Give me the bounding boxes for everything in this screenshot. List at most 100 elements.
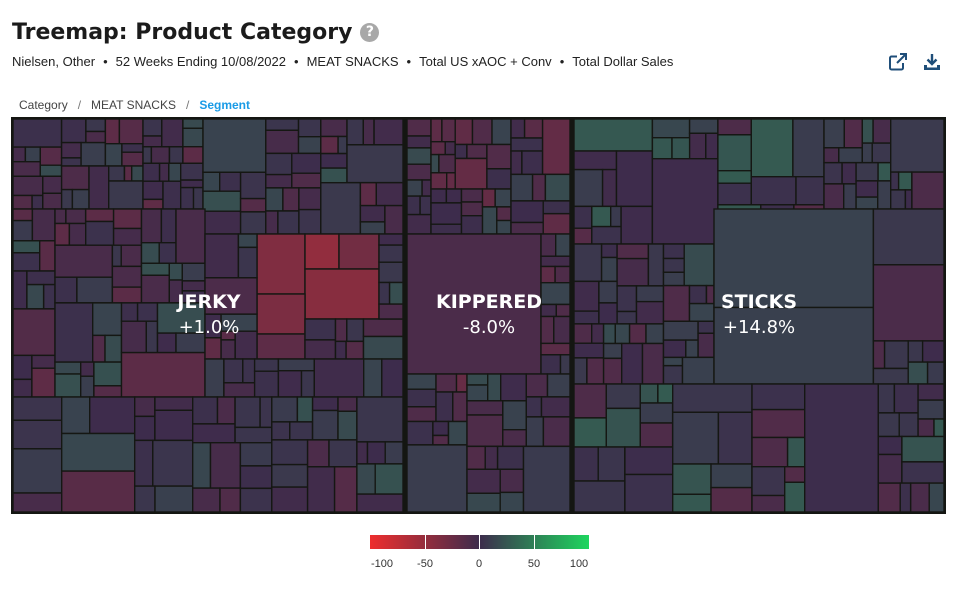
sticks-tile[interactable] [600, 256, 618, 283]
sticks-tile[interactable] [921, 340, 945, 363]
jerky-tile[interactable] [256, 233, 306, 295]
sticks-tile[interactable] [573, 417, 607, 448]
jerky-tile[interactable] [118, 118, 144, 145]
kippered-tile[interactable] [430, 118, 443, 143]
jerky-tile[interactable] [378, 233, 404, 246]
kippered-tile[interactable] [466, 468, 501, 494]
sticks-tile[interactable] [621, 342, 644, 385]
jerky-tile[interactable] [378, 303, 404, 320]
jerky-tile[interactable] [111, 265, 143, 288]
sticks-tile[interactable] [591, 323, 605, 344]
jerky-tile[interactable] [239, 211, 267, 235]
sticks-tile[interactable] [601, 168, 618, 208]
sticks-tile[interactable] [890, 189, 907, 210]
kippered-tile[interactable] [406, 179, 423, 197]
kippered-tile[interactable] [555, 233, 571, 257]
jerky-tile[interactable] [334, 340, 347, 360]
kippered-tile[interactable] [502, 429, 527, 448]
jerky-tile[interactable] [112, 208, 143, 230]
sticks-tile[interactable] [823, 162, 843, 185]
kippered-tile[interactable] [541, 118, 571, 176]
sticks-tile[interactable] [616, 310, 638, 325]
jerky-tile[interactable] [239, 442, 273, 467]
jerky-tile[interactable] [160, 208, 177, 244]
kippered-tile[interactable] [452, 391, 468, 423]
sticks-tile[interactable] [672, 463, 712, 495]
sticks-tile[interactable] [610, 205, 622, 228]
sticks-tile[interactable] [573, 150, 618, 171]
jerky-tile[interactable] [60, 165, 90, 191]
sticks-tile[interactable] [861, 118, 874, 144]
sticks-tile[interactable] [872, 264, 945, 342]
sticks-tile[interactable] [573, 480, 626, 513]
jerky-tile[interactable] [333, 466, 358, 513]
jerky-tile[interactable] [265, 118, 300, 132]
jerky-tile[interactable] [12, 448, 63, 494]
jerky-tile[interactable] [191, 442, 212, 489]
kippered-tile[interactable] [455, 373, 468, 393]
jerky-tile[interactable] [320, 152, 348, 169]
jerky-tile[interactable] [12, 354, 33, 380]
jerky-tile[interactable] [39, 164, 63, 177]
sticks-tile[interactable] [855, 196, 879, 210]
jerky-tile[interactable] [378, 281, 391, 305]
jerky-tile[interactable] [271, 396, 299, 423]
kippered-tile[interactable] [430, 172, 448, 190]
jerky-tile[interactable] [356, 493, 404, 513]
jerky-tile[interactable] [68, 222, 87, 246]
jerky-tile[interactable] [60, 188, 74, 210]
jerky-tile[interactable] [237, 246, 258, 279]
jerky-tile[interactable] [271, 439, 309, 466]
jerky-tile[interactable] [181, 262, 206, 282]
jerky-tile[interactable] [136, 302, 159, 322]
sticks-tile[interactable] [861, 142, 873, 164]
kippered-tile[interactable] [540, 233, 557, 257]
sticks-tile[interactable] [573, 243, 603, 283]
sticks-tile[interactable] [662, 356, 684, 367]
jerky-tile[interactable] [111, 244, 122, 268]
jerky-tile[interactable] [204, 233, 240, 279]
sticks-tile[interactable] [705, 284, 715, 305]
jerky-tile[interactable] [121, 151, 144, 167]
jerky-tile[interactable] [154, 409, 194, 442]
kippered-tile[interactable] [510, 200, 544, 224]
sticks-tile[interactable] [616, 285, 638, 313]
kippered-tile[interactable] [406, 195, 421, 216]
kippered-tile[interactable] [466, 143, 488, 160]
jerky-tile[interactable] [168, 146, 184, 164]
sticks-tile[interactable] [717, 170, 753, 184]
jerky-tile[interactable] [31, 194, 44, 210]
jerky-tile[interactable] [12, 146, 27, 163]
jerky-tile[interactable] [179, 179, 204, 189]
jerky-tile[interactable] [54, 302, 94, 363]
kippered-tile[interactable] [544, 173, 571, 202]
sticks-tile[interactable] [871, 142, 892, 164]
sticks-tile[interactable] [823, 118, 845, 149]
download-icon[interactable] [922, 52, 942, 72]
kippered-tile[interactable] [553, 315, 571, 345]
jerky-tile[interactable] [12, 194, 33, 210]
sticks-tile[interactable] [605, 407, 641, 448]
sticks-tile[interactable] [926, 361, 945, 385]
sticks-tile[interactable] [628, 323, 647, 345]
sticks-tile[interactable] [616, 243, 650, 260]
sticks-tile[interactable] [917, 399, 945, 420]
kippered-tile[interactable] [540, 342, 571, 356]
external-link-icon[interactable] [888, 52, 908, 72]
jerky-tile[interactable] [265, 152, 293, 176]
jerky-tile[interactable] [39, 240, 56, 272]
sticks-tile[interactable] [662, 271, 685, 287]
kippered-tile[interactable] [496, 219, 512, 235]
kippered-tile[interactable] [460, 214, 484, 235]
jerky-tile[interactable] [12, 240, 41, 254]
kippered-tile[interactable] [486, 143, 512, 170]
jerky-tile[interactable] [259, 396, 273, 429]
jerky-tile[interactable] [91, 302, 123, 337]
jerky-tile[interactable] [304, 233, 340, 270]
jerky-tile[interactable] [234, 426, 273, 444]
jerky-tile[interactable] [191, 423, 236, 444]
sticks-tile[interactable] [784, 466, 806, 484]
jerky-tile[interactable] [158, 162, 170, 182]
kippered-tile[interactable] [510, 150, 523, 176]
jerky-tile[interactable] [366, 441, 386, 465]
